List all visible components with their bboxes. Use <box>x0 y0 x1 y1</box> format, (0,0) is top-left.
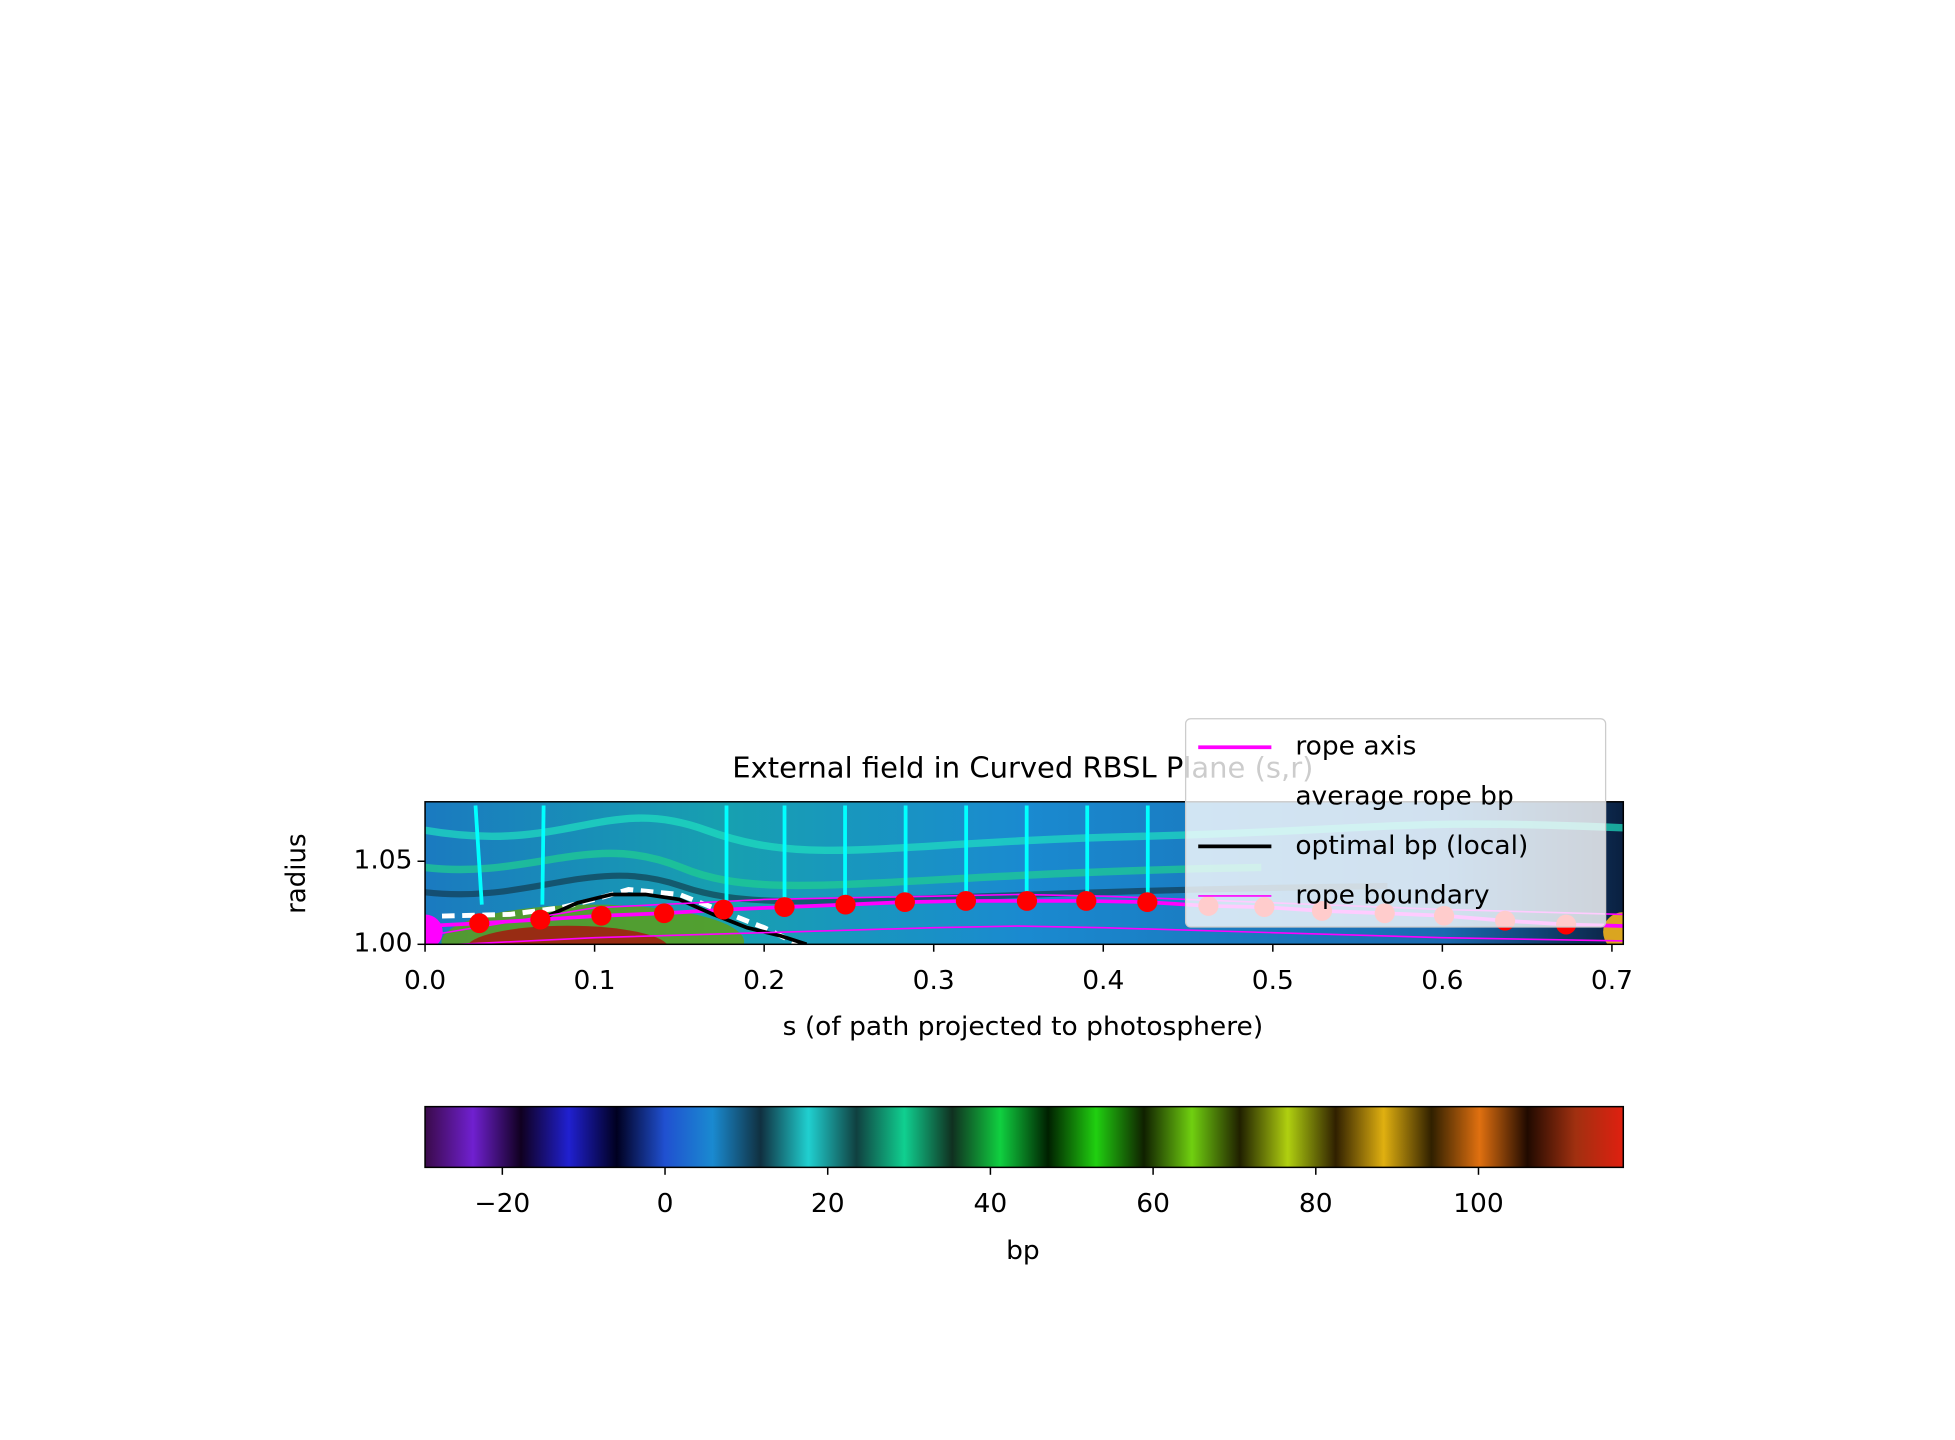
x-tick-label: 0.7 <box>1591 966 1633 996</box>
point <box>654 903 675 924</box>
colorbar-tick-label: 60 <box>1136 1189 1170 1219</box>
line <box>441 886 800 945</box>
legend: rope axis average rope bp optimal bp (loca… <box>1184 718 1607 928</box>
y-axis-label: radius <box>282 833 312 913</box>
point <box>530 909 551 930</box>
colorbar-label: bp <box>1006 1236 1040 1266</box>
colorbar-tick-label: 20 <box>811 1189 845 1219</box>
x-tick-label: 0.6 <box>1421 966 1463 996</box>
x-tick-label: 0.4 <box>1082 966 1124 996</box>
colorbar-tick-label: 80 <box>1299 1189 1333 1219</box>
x-axis-label: s (of path projected to photosphere) <box>783 1012 1264 1042</box>
colorbar-tick-label: −20 <box>474 1189 530 1219</box>
point <box>1076 891 1097 911</box>
point <box>1137 892 1158 913</box>
colorbar <box>424 1105 1625 1169</box>
point <box>894 892 915 913</box>
colorbar-tick-label: 40 <box>974 1189 1008 1219</box>
y-tick-label: 1.00 <box>353 929 412 959</box>
axes-frame <box>424 801 1625 946</box>
y-tick-label: 1.05 <box>353 846 412 876</box>
line <box>458 925 1624 945</box>
point <box>1016 891 1038 911</box>
point <box>835 894 856 915</box>
x-tick-label: 0.1 <box>574 966 616 996</box>
legend-label: rope axis <box>1295 732 1416 762</box>
colorbar-tick-label: 100 <box>1453 1189 1504 1219</box>
legend-label: optimal bp (local) <box>1295 831 1528 861</box>
x-tick-label: 0.2 <box>743 966 785 996</box>
colorbar-tick-label: 0 <box>657 1189 674 1219</box>
point <box>469 913 490 934</box>
point <box>591 905 612 926</box>
legend-label: average rope bp <box>1295 781 1513 811</box>
point <box>955 891 977 911</box>
x-tick-label: 0.5 <box>1252 966 1294 996</box>
point <box>713 899 734 920</box>
x-tick-label: 0.0 <box>404 966 446 996</box>
x-tick-label: 0.3 <box>913 966 955 996</box>
legend-label: rope boundary <box>1295 881 1489 911</box>
point <box>774 897 795 918</box>
